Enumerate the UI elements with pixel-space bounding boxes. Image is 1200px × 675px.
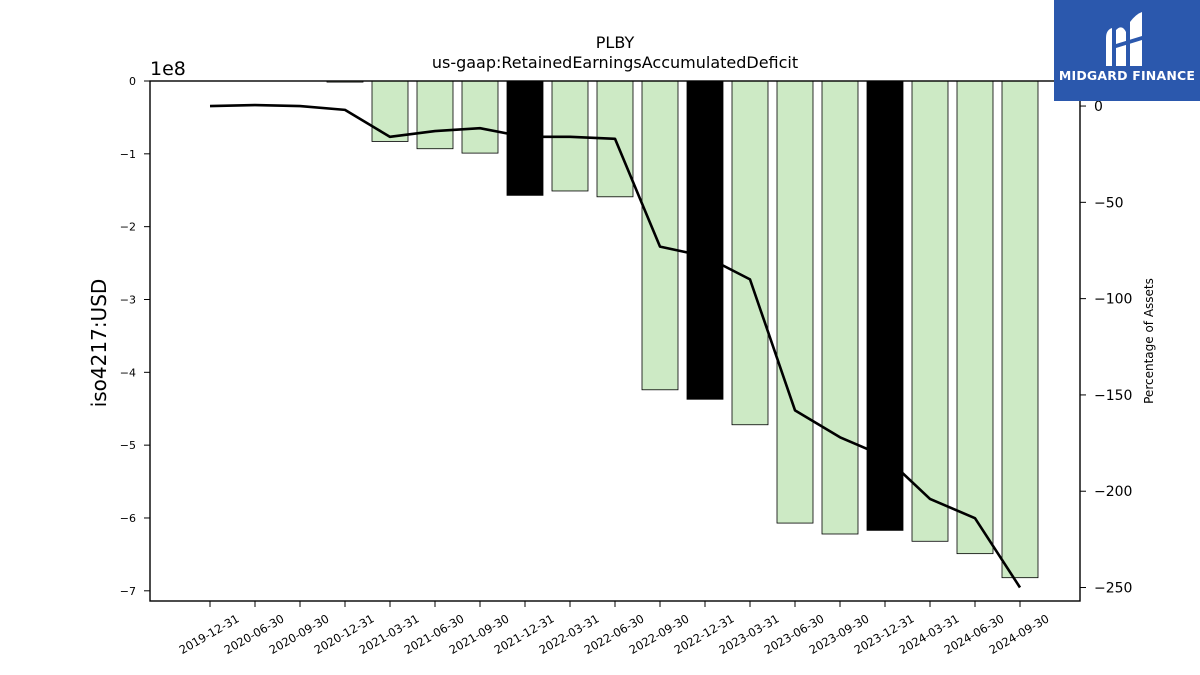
percentage-of-assets-line [209, 103, 1022, 589]
bar-2023-06-30 [776, 80, 814, 524]
y-tick-label: −5 [120, 439, 136, 452]
midgard-logo-icon [1106, 12, 1142, 66]
y2-tick-label: 0 [1094, 99, 1103, 115]
bar-2024-09-30 [1001, 80, 1039, 579]
y-tick-label: −2 [120, 221, 136, 234]
brand-logo: MIDGARD FINANCE [1054, 0, 1200, 101]
y2-tick-label: −250 [1094, 581, 1132, 597]
chart-title: PLBY [596, 33, 635, 52]
bar-2021-03-31 [371, 80, 409, 142]
bar-2024-06-30 [956, 80, 994, 555]
bar-2021-09-30 [461, 80, 499, 154]
y-tick-label: −4 [120, 366, 136, 379]
y-tick-label: −3 [120, 293, 136, 306]
bar-2023-12-31 [866, 80, 904, 531]
y-tick-label: −1 [120, 148, 136, 161]
y2-axis-label: Percentage of Assets [1142, 278, 1156, 404]
bar-2023-09-30 [821, 80, 859, 535]
bar-2022-12-31 [686, 80, 724, 400]
bar-2022-09-30 [641, 80, 679, 391]
bar-2021-06-30 [416, 80, 454, 150]
logo-text: MIDGARD FINANCE [1058, 68, 1196, 83]
y-tick-label: 0 [129, 75, 136, 88]
y2-tick-label: −50 [1094, 195, 1124, 211]
y-tick-label: −6 [120, 512, 136, 525]
bar-2023-03-31 [731, 80, 769, 426]
y-tick-label: −7 [120, 585, 136, 598]
y2-tick-label: −200 [1094, 484, 1132, 500]
chart-subtitle: us-gaap:RetainedEarningsAccumulatedDefic… [432, 53, 798, 72]
y-axis-multiplier: 1e8 [150, 58, 186, 80]
line-group [209, 103, 1022, 589]
y-axis-label: iso4217:USD [87, 279, 111, 408]
bars-group [326, 80, 1039, 579]
y2-tick-label: −150 [1094, 388, 1132, 404]
bar-2024-03-31 [911, 80, 949, 542]
y2-tick-label: −100 [1094, 292, 1132, 308]
bar-2021-12-31 [506, 80, 544, 196]
